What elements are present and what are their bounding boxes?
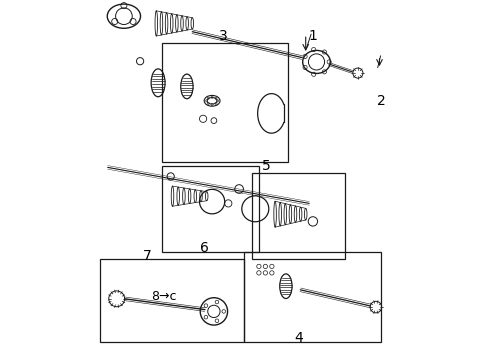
Text: 4: 4 <box>293 332 302 345</box>
Bar <box>101 259 244 342</box>
Bar <box>162 166 258 252</box>
Bar <box>244 252 381 342</box>
Text: 1: 1 <box>308 29 317 43</box>
Bar <box>162 43 287 162</box>
Text: 8→c: 8→c <box>150 291 176 303</box>
Bar <box>251 173 345 259</box>
Text: 2: 2 <box>376 94 385 108</box>
Text: 7: 7 <box>142 249 151 262</box>
Text: 6: 6 <box>200 242 209 255</box>
Text: 3: 3 <box>218 29 227 43</box>
Text: 5: 5 <box>261 159 270 172</box>
